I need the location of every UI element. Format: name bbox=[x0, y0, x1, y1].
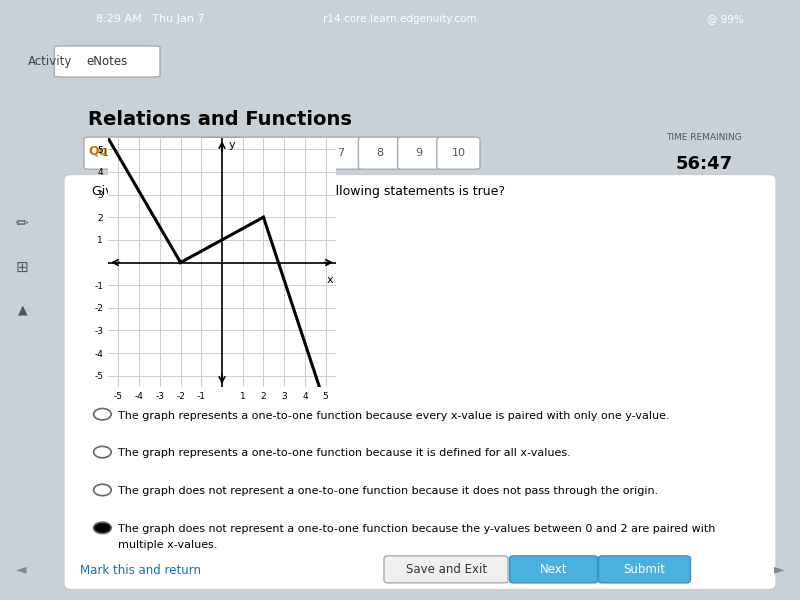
FancyBboxPatch shape bbox=[319, 137, 362, 169]
Text: Save and Exit: Save and Exit bbox=[406, 563, 487, 576]
Text: ◄: ◄ bbox=[15, 562, 26, 576]
Text: @ 99%: @ 99% bbox=[707, 14, 744, 24]
Text: 5: 5 bbox=[259, 148, 266, 158]
Text: r14.core.learn.edgenuity.com: r14.core.learn.edgenuity.com bbox=[323, 14, 477, 24]
Text: x: x bbox=[326, 275, 333, 285]
FancyBboxPatch shape bbox=[162, 137, 206, 169]
Text: Relations and Functions: Relations and Functions bbox=[88, 110, 352, 128]
Text: 1: 1 bbox=[102, 148, 109, 158]
Text: 6: 6 bbox=[298, 148, 305, 158]
Text: ⊞: ⊞ bbox=[16, 260, 29, 275]
FancyBboxPatch shape bbox=[358, 137, 402, 169]
FancyBboxPatch shape bbox=[123, 137, 166, 169]
Text: The graph does not represent a one-to-one function because it does not pass thro: The graph does not represent a one-to-on… bbox=[118, 487, 658, 496]
Text: The graph does not represent a one-to-one function because the y-values between : The graph does not represent a one-to-on… bbox=[118, 524, 715, 534]
Text: y: y bbox=[228, 140, 235, 150]
FancyBboxPatch shape bbox=[202, 137, 245, 169]
Circle shape bbox=[94, 409, 111, 420]
FancyBboxPatch shape bbox=[241, 137, 284, 169]
Text: ▲: ▲ bbox=[18, 304, 27, 317]
Text: Active: Active bbox=[142, 145, 181, 157]
FancyBboxPatch shape bbox=[84, 137, 127, 169]
Text: 4: 4 bbox=[220, 148, 226, 158]
Circle shape bbox=[94, 522, 111, 533]
Circle shape bbox=[94, 484, 111, 496]
FancyBboxPatch shape bbox=[54, 46, 160, 77]
FancyBboxPatch shape bbox=[398, 137, 441, 169]
FancyBboxPatch shape bbox=[384, 556, 508, 583]
Text: 3: 3 bbox=[181, 148, 187, 158]
Text: 7: 7 bbox=[338, 148, 344, 158]
Text: 10: 10 bbox=[451, 148, 466, 158]
Text: eNotes: eNotes bbox=[86, 55, 128, 68]
Circle shape bbox=[94, 446, 111, 458]
Text: Mark this and return: Mark this and return bbox=[79, 564, 201, 577]
Text: The graph represents a one-to-one function because every x-value is paired with : The graph represents a one-to-one functi… bbox=[118, 410, 670, 421]
Text: 9: 9 bbox=[416, 148, 422, 158]
Text: multiple x-values.: multiple x-values. bbox=[118, 540, 217, 550]
FancyBboxPatch shape bbox=[437, 137, 480, 169]
Text: 8: 8 bbox=[377, 148, 383, 158]
Text: TIME REMAINING: TIME REMAINING bbox=[666, 133, 742, 142]
Text: The graph represents a one-to-one function because it is defined for all x-value: The graph represents a one-to-one functi… bbox=[118, 448, 570, 458]
Text: Next: Next bbox=[540, 563, 567, 576]
Text: 56:47: 56:47 bbox=[675, 155, 733, 173]
Text: Submit: Submit bbox=[623, 563, 665, 576]
Text: 2: 2 bbox=[142, 148, 148, 158]
Text: Quiz: Quiz bbox=[88, 145, 119, 157]
Text: Activity: Activity bbox=[28, 55, 72, 68]
Text: Given the graph below, which of the following statements is true?: Given the graph below, which of the foll… bbox=[92, 185, 505, 198]
Text: 8:29 AM   Thu Jan 7: 8:29 AM Thu Jan 7 bbox=[96, 14, 205, 24]
FancyBboxPatch shape bbox=[510, 556, 598, 583]
Text: ►: ► bbox=[774, 562, 785, 576]
FancyBboxPatch shape bbox=[280, 137, 323, 169]
FancyBboxPatch shape bbox=[598, 556, 690, 583]
FancyBboxPatch shape bbox=[64, 175, 776, 590]
Text: ✏: ✏ bbox=[16, 216, 29, 231]
